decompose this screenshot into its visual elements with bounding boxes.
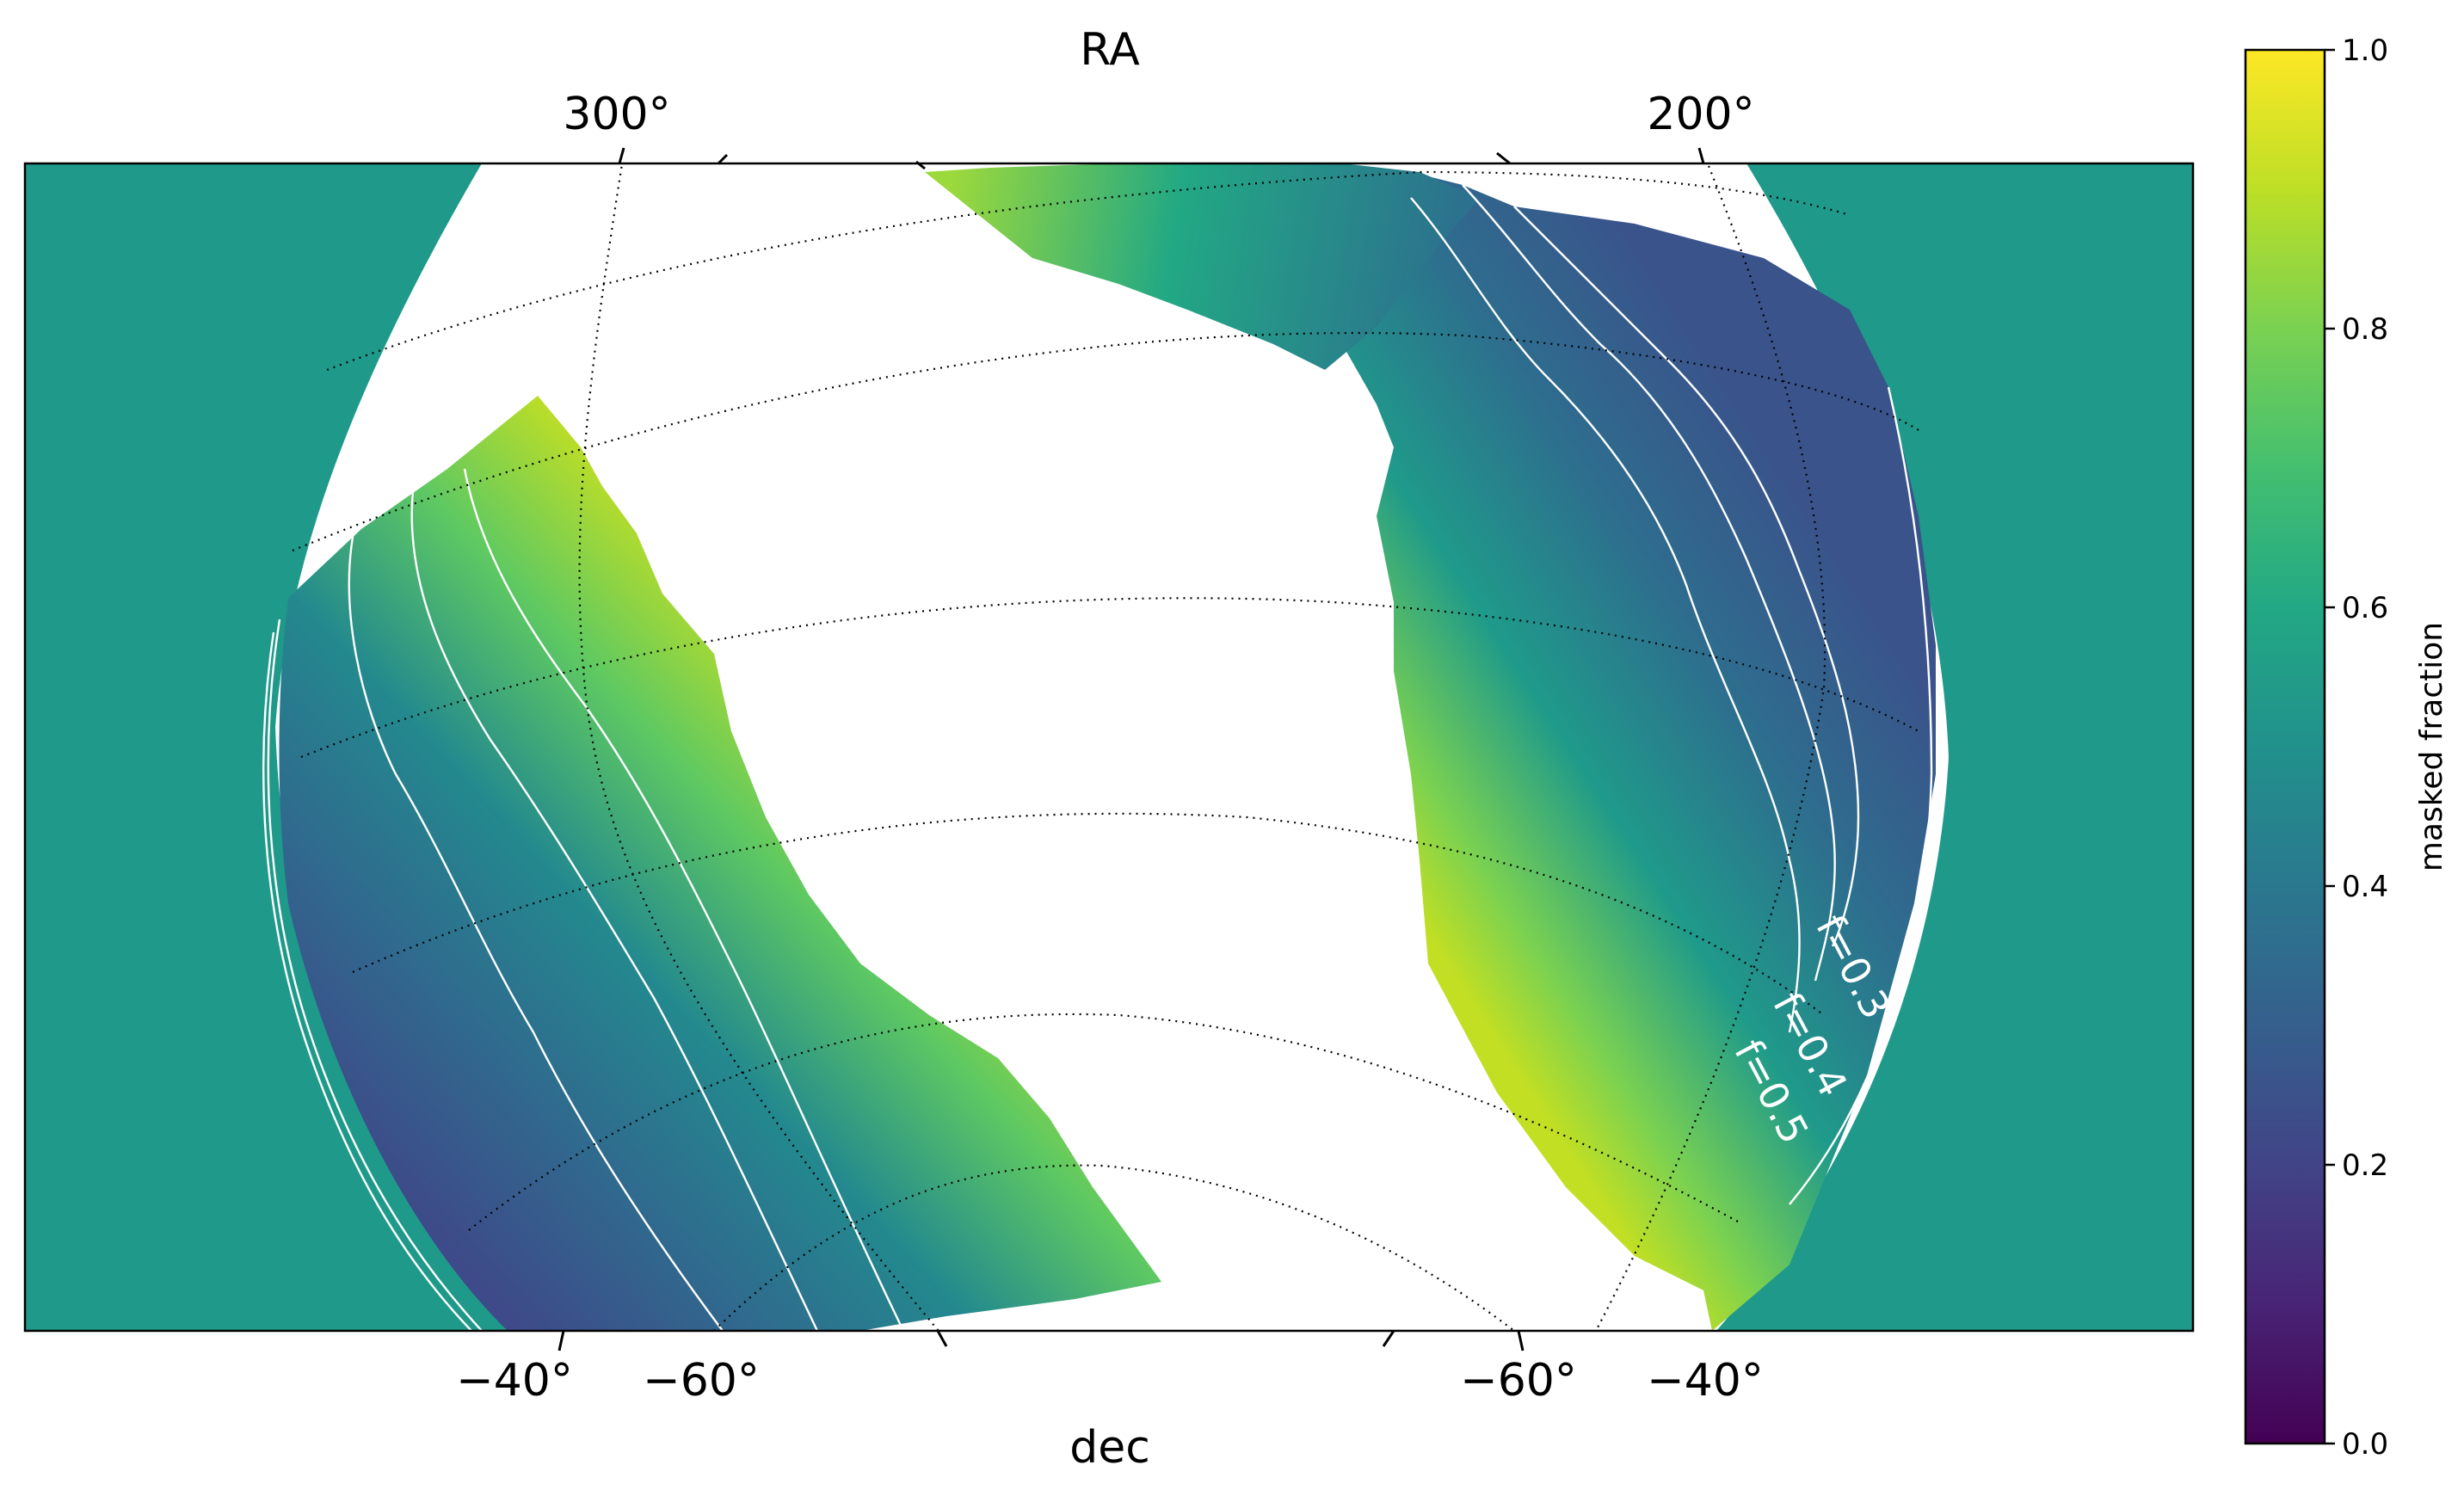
dec-tick-label-2: −60° xyxy=(1460,1355,1577,1407)
top-axis-title: RA xyxy=(1080,24,1140,76)
ra-tick-label-0: 300° xyxy=(563,89,670,140)
survey-region-left xyxy=(279,396,1162,1331)
dec-tick-marks xyxy=(557,1330,1525,1351)
colorbar xyxy=(2244,48,2326,1445)
colorbar-tick-label: 0.8 xyxy=(2342,312,2388,347)
ra-tick-label-1: 200° xyxy=(1647,89,1754,140)
colorbar-tick-label: 1.0 xyxy=(2342,34,2388,68)
graticule xyxy=(292,163,1919,1331)
colorbar-tick-label: 0.2 xyxy=(2342,1148,2388,1183)
colorbar-tick-label: 0.6 xyxy=(2342,591,2388,625)
dec-tick-label-0: −40° xyxy=(456,1355,573,1407)
colorbar-tick-label: 0.4 xyxy=(2342,870,2388,904)
x-axis-label: dec xyxy=(1069,1422,1150,1474)
ra-tick-marks xyxy=(618,147,1705,170)
colorbar-tick-label: 0.0 xyxy=(2342,1427,2388,1462)
colorbar-label: masked fraction xyxy=(2414,622,2449,871)
survey-region-right xyxy=(1291,172,1936,1331)
dec-tick-label-3: −40° xyxy=(1647,1355,1764,1407)
colorbar-ticks: 0.0 0.2 0.4 0.6 0.8 1.0 xyxy=(2325,34,2388,1462)
dec-tick-label-1: −60° xyxy=(643,1355,760,1407)
axes-frame xyxy=(23,162,2195,1333)
survey-region-top xyxy=(925,163,1480,370)
contour-lines xyxy=(262,184,1933,1331)
